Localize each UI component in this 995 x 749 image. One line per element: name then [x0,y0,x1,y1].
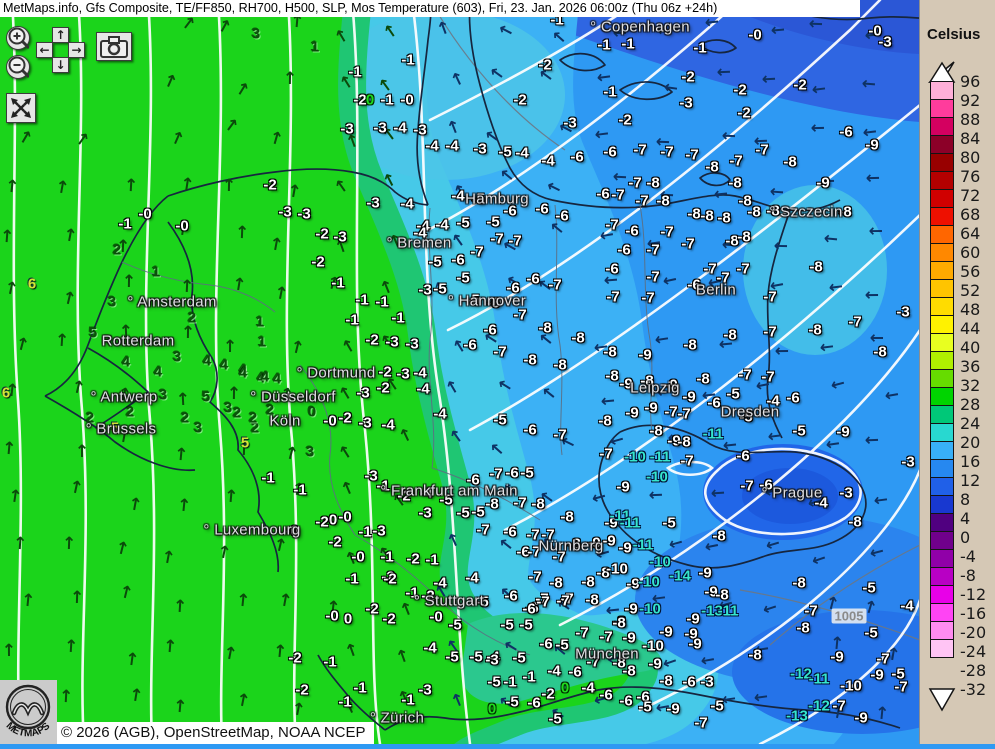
scale-segment [930,441,954,460]
scale-tick-label: 28 [960,395,981,414]
copyright-text[interactable]: © 2026 (AGB), OpenStreetMap, NOAA NCEP [61,724,366,741]
scale-tick-label: 0 [960,528,971,547]
scale-tick-label: -28 [960,661,987,680]
scale-tick-label: 36 [960,357,981,376]
scale-segment [930,153,954,172]
pan-down-button[interactable]: ↓ [52,57,69,73]
scale-tick-label: 92 [960,91,981,110]
copyright-bar: © 2026 (AGB), OpenStreetMap, NOAA NCEP [57,722,374,744]
scale-segment [930,351,954,370]
scale-tick-label: 16 [960,452,981,471]
color-scale-sidebar: Celsius 96 92 88 84 80 76 72 68 64 60 56 52 48 44 40 36… [919,0,995,744]
scale-segment [930,477,954,496]
scale-tick-label: -32 [960,680,987,699]
scale-segment [930,603,954,622]
color-scale-bar [930,81,954,658]
scale-segment [930,333,954,352]
scale-tick-label: 52 [960,281,981,300]
scale-tick-label: 76 [960,167,981,186]
scale-tick-label: 84 [960,129,981,148]
scale-segment [930,495,954,514]
arrow-up-icon: ↑ [55,28,66,42]
scale-tick-label: 80 [960,148,981,167]
magnifier-plus-icon [8,27,29,50]
scale-segment [930,225,954,244]
scale-segment [930,585,954,604]
scale-tick-label: -16 [960,604,987,623]
title-bar: MetMaps.info, Gfs Composite, TE/FF850, R… [0,0,860,17]
scale-title: Celsius [927,26,981,43]
scale-arrow-icons [927,61,956,712]
scale-tick-label: 88 [960,110,981,129]
title-text: MetMaps.info, Gfs Composite, TE/FF850, R… [3,1,718,15]
scale-segment [930,81,954,100]
scale-tick-label: 56 [960,262,981,281]
arrow-left-icon: ← [39,43,50,57]
pan-up-button[interactable]: ↑ [52,27,69,43]
scale-segment [930,621,954,640]
scale-segment [930,459,954,478]
scale-tick-label: 64 [960,224,981,243]
scale-tick-label: -12 [960,585,987,604]
scale-tick-label: 48 [960,300,981,319]
pan-left-button[interactable]: ← [36,42,53,58]
scale-segment [930,567,954,586]
map-background [0,0,920,744]
expand-arrows-icon [11,98,31,118]
scale-segment [930,117,954,136]
pan-right-button[interactable]: → [68,42,85,58]
scale-segment [930,405,954,424]
scale-tick-label: -4 [960,547,976,566]
scale-segment [930,423,954,442]
scale-segment [930,513,954,532]
metmaps-logo[interactable]: METMAPS [0,680,57,744]
map-canvas[interactable] [0,0,920,744]
arrow-down-icon: ↓ [55,58,66,72]
scale-tick-label: 40 [960,338,981,357]
zoom-in-button[interactable] [6,26,30,50]
scale-tick-label: 96 [960,72,981,91]
scale-tick-label: 24 [960,414,981,433]
scale-tick-label: -24 [960,642,987,661]
scale-segment [930,531,954,550]
scale-tick-label: -8 [960,566,976,585]
scale-tick-label: 72 [960,186,981,205]
scale-segment [930,315,954,334]
scale-segment [930,207,954,226]
magnifier-minus-icon [8,56,29,79]
scale-segment [930,171,954,190]
metmaps-logo-icon: METMAPS [4,684,53,739]
zoom-out-button[interactable] [6,55,30,79]
fullscreen-button[interactable] [6,93,36,123]
snapshot-button[interactable] [96,32,132,61]
scale-tick-label: 8 [960,490,971,509]
scale-segment [930,297,954,316]
scale-segment [930,279,954,298]
scale-segment [930,549,954,568]
scale-segment [930,99,954,118]
scale-segment [930,243,954,262]
scale-segment [930,135,954,154]
scale-tick-label: 68 [960,205,981,224]
camera-icon [100,35,128,58]
scale-segment [930,189,954,208]
scale-segment [930,369,954,388]
scale-tick-label: 32 [960,376,981,395]
scale-tick-label: 60 [960,243,981,262]
scale-tick-label: 44 [960,319,981,338]
scale-segment [930,639,954,658]
scale-tick-label: 12 [960,471,981,490]
svg-text:METMAPS: METMAPS [4,720,53,739]
scale-segment [930,387,954,406]
scale-segment [930,261,954,280]
scale-tick-label: 20 [960,433,981,452]
scale-tick-label: 4 [960,509,971,528]
arrow-right-icon: → [71,43,82,57]
scale-tick-label: -20 [960,623,987,642]
